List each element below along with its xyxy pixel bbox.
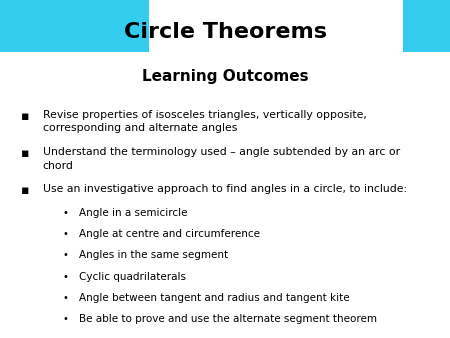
- Text: •: •: [62, 250, 68, 261]
- Text: Revise properties of isosceles triangles, vertically opposite,
corresponding and: Revise properties of isosceles triangles…: [43, 110, 367, 134]
- Text: •: •: [62, 229, 68, 239]
- Text: ▪: ▪: [21, 184, 29, 197]
- Bar: [403, 0, 450, 52]
- Text: ▪: ▪: [21, 147, 29, 160]
- Text: Angles in the same segment: Angles in the same segment: [79, 250, 228, 261]
- Text: Learning Outcomes: Learning Outcomes: [142, 69, 308, 83]
- Text: Use an investigative approach to find angles in a circle, to include:: Use an investigative approach to find an…: [43, 184, 407, 194]
- Text: Angle between tangent and radius and tangent kite: Angle between tangent and radius and tan…: [79, 293, 349, 303]
- Bar: [0, 0, 148, 52]
- Text: Cyclic quadrilaterals: Cyclic quadrilaterals: [79, 272, 186, 282]
- Text: Circle Theorems: Circle Theorems: [123, 22, 327, 42]
- Text: Be able to prove and use the alternate segment theorem: Be able to prove and use the alternate s…: [79, 314, 377, 324]
- Text: •: •: [62, 272, 68, 282]
- Text: •: •: [62, 208, 68, 218]
- Text: ▪: ▪: [21, 110, 29, 123]
- Text: •: •: [62, 314, 68, 324]
- Text: •: •: [62, 293, 68, 303]
- Text: Angle in a semicircle: Angle in a semicircle: [79, 208, 187, 218]
- Text: Understand the terminology used – angle subtended by an arc or
chord: Understand the terminology used – angle …: [43, 147, 400, 171]
- Text: Angle at centre and circumference: Angle at centre and circumference: [79, 229, 260, 239]
